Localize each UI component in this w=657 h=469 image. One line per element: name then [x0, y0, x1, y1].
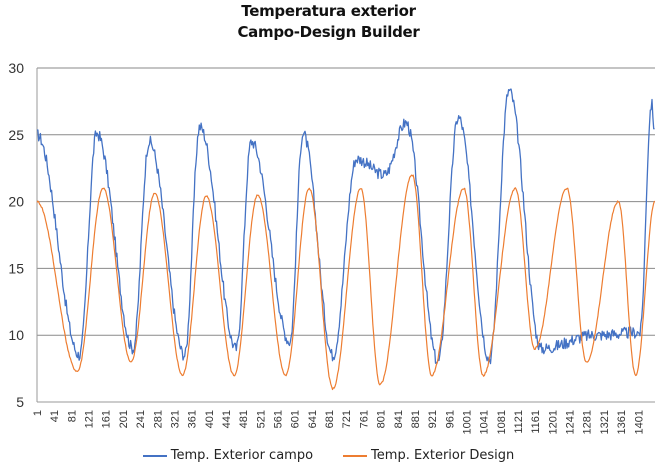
chart-title: Temperatura exterior Campo-Design Builde… — [0, 1, 657, 43]
legend-swatch-campo — [142, 454, 167, 457]
x-tick-label: 1201 — [547, 410, 559, 434]
x-tick-label: 281 — [152, 410, 164, 428]
gridlines — [36, 67, 655, 403]
x-tick-label: 321 — [169, 410, 181, 428]
x-tick-label: 1241 — [565, 410, 577, 434]
x-tick-label: 881 — [410, 410, 422, 428]
x-tick-label: 761 — [358, 410, 370, 428]
x-tick-label: 961 — [444, 410, 456, 428]
x-tick-label: 641 — [307, 410, 319, 428]
legend-item-campo: Temp. Exterior campo — [142, 448, 314, 463]
x-tick-label: 601 — [290, 410, 302, 428]
x-tick-label: 361 — [187, 410, 199, 428]
x-tick-label: 121 — [84, 410, 96, 428]
x-tick-label: 481 — [238, 410, 250, 428]
x-tick-label: 161 — [101, 410, 113, 428]
series-lines — [36, 88, 656, 391]
y-tick-label: 20 — [8, 194, 24, 210]
x-tick-label: 1401 — [633, 410, 645, 434]
x-tick-label: 721 — [341, 410, 353, 428]
x-tick-label: 41 — [49, 410, 61, 422]
y-tick-label: 10 — [8, 327, 24, 343]
y-tick-label: 15 — [8, 260, 24, 276]
x-tick-label: 1281 — [582, 410, 594, 434]
x-tick-label: 81 — [66, 410, 78, 422]
y-tick-label: 30 — [8, 60, 24, 76]
series-line-campo — [36, 88, 655, 365]
x-tick-label: 1361 — [616, 410, 628, 434]
legend-label-design: Temp. Exterior Design — [371, 448, 515, 463]
x-tick-label: 241 — [135, 410, 147, 428]
x-tick-label: 1321 — [599, 410, 611, 434]
x-tick-label: 1001 — [461, 410, 473, 434]
x-tick-label: 921 — [427, 410, 439, 428]
y-axis-ticks: 30 25 20 15 10 5 — [8, 60, 24, 410]
x-tick-label: 801 — [376, 410, 388, 428]
x-axis-ticks: 1 41 81 121 161 201 241 281 321 361 401 441 481 521 56… — [32, 410, 645, 434]
x-tick-label: 1161 — [530, 410, 542, 434]
x-tick-label: 841 — [393, 410, 405, 428]
legend-label-campo: Temp. Exterior campo — [170, 448, 314, 463]
y-tick-label: 5 — [16, 394, 24, 410]
series-line-design — [36, 174, 656, 391]
x-tick-label: 521 — [255, 410, 267, 428]
x-tick-label: 1041 — [479, 410, 491, 434]
y-tick-label: 25 — [8, 127, 24, 143]
chart-title-line-1: Temperatura exterior — [241, 2, 416, 20]
x-tick-label: 401 — [204, 410, 216, 428]
x-tick-label: 441 — [221, 410, 233, 428]
x-tick-label: 681 — [324, 410, 336, 428]
x-tick-label: 561 — [273, 410, 285, 428]
x-tick-label: 201 — [118, 410, 130, 428]
chart-title-line-2: Campo-Design Builder — [237, 23, 420, 41]
x-tick-label: 1081 — [496, 410, 508, 434]
legend-item-design: Temp. Exterior Design — [343, 448, 514, 463]
x-tick-label: 1 — [32, 410, 44, 416]
legend: Temp. Exterior campo Temp. Exterior Desi… — [0, 448, 657, 463]
x-tick-label: 1121 — [513, 410, 525, 434]
legend-swatch-design — [343, 454, 368, 457]
